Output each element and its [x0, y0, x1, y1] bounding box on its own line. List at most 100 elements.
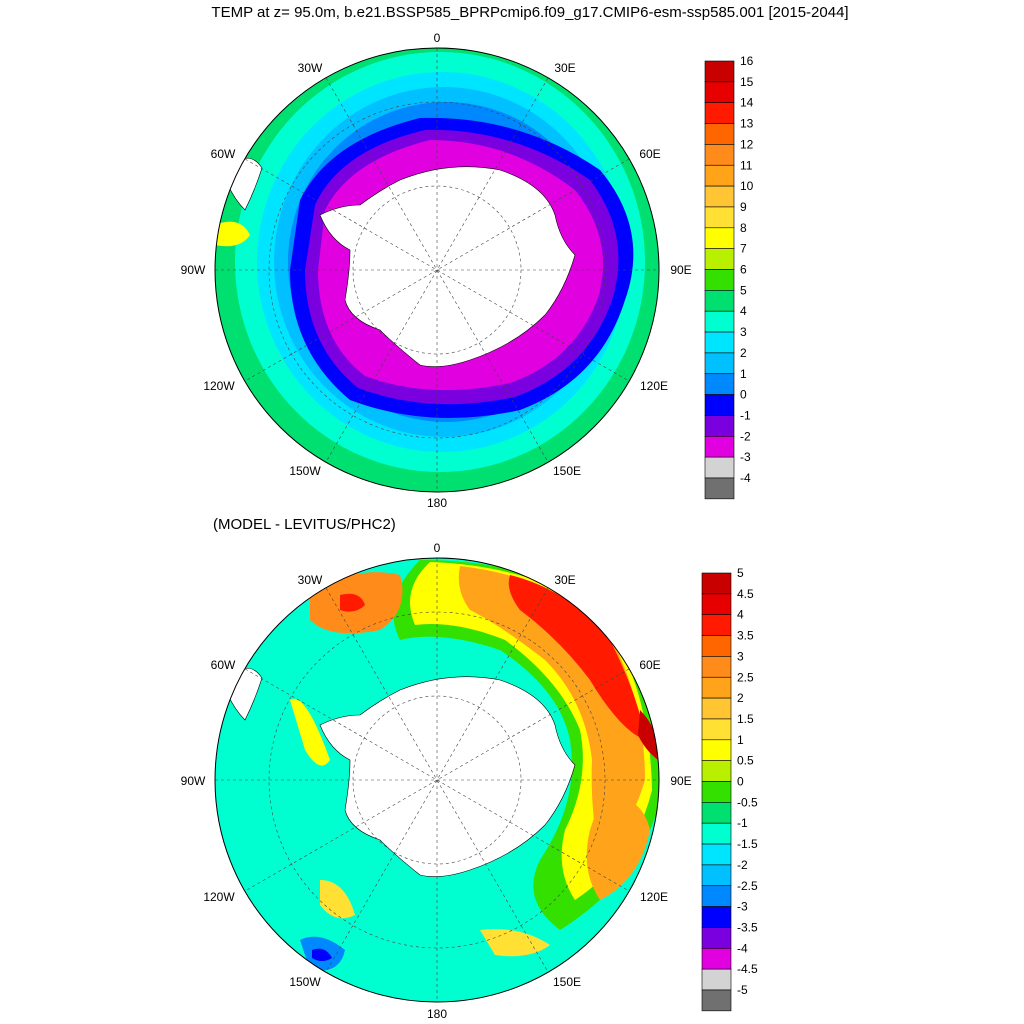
top-map-border [214, 47, 660, 493]
bottom-lon-30w: 30W [298, 573, 323, 587]
top-colorbar-tick-label: 12 [740, 137, 754, 151]
bottom-colorbar: 5 4.5 4 3.5 3 2.5 2 1.5 1 0.5 0 -0.5 -1 -1.5 -2 -2.5 -3 -… [701, 566, 758, 1012]
bottom-colorbar-tick-label: 1 [737, 733, 744, 747]
top-lon-0: 0 [434, 31, 441, 45]
top-colorbar-tick-label: 6 [740, 263, 747, 277]
bottom-colorbar-swatch [701, 676, 732, 699]
top-longitude-labels: 0 30E 60E 90E 120E 150E 180 150W 120W 90… [181, 31, 692, 510]
bottom-colorbar-swatch [701, 718, 732, 741]
bottom-colorbar-swatch [701, 927, 732, 949]
top-colorbar-swatch [704, 227, 735, 249]
bottom-lon-30e: 30E [554, 573, 575, 587]
top-colorbar-tick-label: 0 [740, 388, 747, 402]
bottom-colorbar-tick-label: -3.5 [737, 920, 758, 934]
bottom-colorbar-swatch [701, 843, 732, 866]
bottom-lon-90w: 90W [181, 774, 206, 788]
top-colorbar-swatch [704, 310, 735, 333]
bottom-lon-60e: 60E [639, 658, 660, 672]
bottom-colorbar-swatch [701, 593, 732, 615]
top-colorbar-swatch [704, 352, 735, 375]
top-colorbar-tick-label: -2 [740, 429, 751, 443]
bottom-colorbar-swatch [701, 635, 732, 657]
bottom-colorbar-swatch [701, 822, 732, 845]
bottom-lon-0: 0 [434, 541, 441, 555]
top-colorbar-swatch [704, 394, 735, 416]
bottom-colorbar-swatch [701, 885, 732, 907]
bottom-colorbar-swatch [701, 802, 732, 824]
top-colorbar-swatch [704, 477, 735, 500]
top-colorbar-tick-label: 10 [740, 179, 754, 193]
bottom-plot-subtitle: (MODEL - LEVITUS/PHC2) [213, 516, 396, 533]
top-colorbar-tick-label: 14 [740, 96, 754, 110]
top-colorbar-tick-label: 8 [740, 221, 747, 235]
top-lon-90e: 90E [670, 263, 691, 277]
bottom-lon-150w: 150W [289, 975, 321, 989]
bottom-colorbar-swatch [701, 906, 732, 928]
bottom-antarctica-landmass [319, 676, 576, 877]
top-colorbar-tick-label: -3 [740, 450, 751, 464]
bottom-colorbar-swatch [701, 572, 732, 595]
bottom-colorbar-tick-label: 2.5 [737, 670, 754, 684]
top-colorbar-tick-label: 13 [740, 117, 754, 131]
top-colorbar-swatch [704, 60, 735, 83]
top-colorbar-tick-label: 15 [740, 75, 754, 89]
top-colorbar-tick-label: 2 [740, 346, 747, 360]
top-colorbar-swatch [704, 164, 735, 187]
bottom-colorbar-tick-label: -1.5 [737, 837, 758, 851]
top-colorbar-swatch [704, 102, 735, 124]
bottom-colorbar-swatch [701, 989, 732, 1012]
top-colorbar-tick-label: 11 [740, 158, 753, 172]
top-colorbar-tick-label: 16 [740, 54, 754, 68]
bottom-lon-150e: 150E [553, 975, 581, 989]
bottom-colorbar-swatch [701, 656, 732, 678]
top-colorbar-swatch [704, 123, 735, 145]
bottom-colorbar-tick-label: 4 [737, 608, 744, 622]
top-colorbar-tick-label: 4 [740, 304, 747, 318]
bottom-lon-180: 180 [427, 1007, 447, 1021]
top-colorbar-swatch [704, 81, 735, 103]
bottom-colorbar-tick-label: -0.5 [737, 795, 758, 809]
top-lon-60e: 60E [639, 147, 660, 161]
bottom-colorbar-tick-label: 2 [737, 691, 744, 705]
bottom-colorbar-swatch [701, 614, 732, 636]
bottom-colorbar-swatch [701, 781, 732, 803]
top-colorbar-tick-label: -1 [740, 408, 751, 422]
top-colorbar-swatch [704, 415, 735, 437]
bottom-colorbar-tick-label: 1.5 [737, 712, 754, 726]
bottom-lon-120e: 120E [640, 890, 668, 904]
top-colorbar-swatch [704, 206, 735, 229]
bottom-colorbar-tick-label: -2.5 [737, 879, 758, 893]
bottom-lon-90e: 90E [670, 774, 691, 788]
top-colorbar-tick-label: 1 [740, 367, 747, 381]
bottom-lon-60w: 60W [211, 658, 236, 672]
bottom-colorbar-tick-label: 0.5 [737, 754, 754, 768]
bottom-colorbar-tick-label: 4.5 [737, 587, 754, 601]
bottom-colorbar-swatch [701, 864, 732, 887]
top-lon-150w: 150W [289, 464, 321, 478]
top-colorbar-tick-label: 5 [740, 283, 747, 297]
bottom-colorbar-swatch [701, 968, 732, 991]
top-lon-90w: 90W [181, 263, 206, 277]
top-lon-150e: 150E [553, 464, 581, 478]
top-colorbar-tick-label: 7 [740, 242, 747, 256]
bottom-lon-120w: 120W [203, 890, 235, 904]
top-plot-title: TEMP at z= 95.0m, b.e21.BSSP585_BPRPcmip… [211, 4, 848, 21]
top-colorbar-swatch [704, 456, 735, 479]
top-lon-30e: 30E [554, 61, 575, 75]
bottom-colorbar-swatch [701, 739, 732, 761]
bottom-colorbar-tick-label: 0 [737, 775, 744, 789]
top-lon-180: 180 [427, 496, 447, 510]
top-lon-120w: 120W [203, 379, 235, 393]
top-graticule [215, 48, 659, 492]
bottom-colorbar-tick-label: 3 [737, 649, 744, 663]
bottom-colorbar-tick-label: -1 [737, 816, 748, 830]
top-colorbar-tick-label: 3 [740, 325, 747, 339]
bottom-colorbar-tick-label: -4.5 [737, 962, 758, 976]
bottom-colorbar-swatch [701, 947, 732, 970]
bottom-colorbar-tick-label: -4 [737, 941, 748, 955]
top-colorbar-swatch [704, 331, 735, 354]
top-colorbar-swatch [704, 185, 735, 208]
bottom-colorbar-tick-label: 5 [737, 566, 744, 580]
bottom-colorbar-tick-label: -2 [737, 858, 748, 872]
